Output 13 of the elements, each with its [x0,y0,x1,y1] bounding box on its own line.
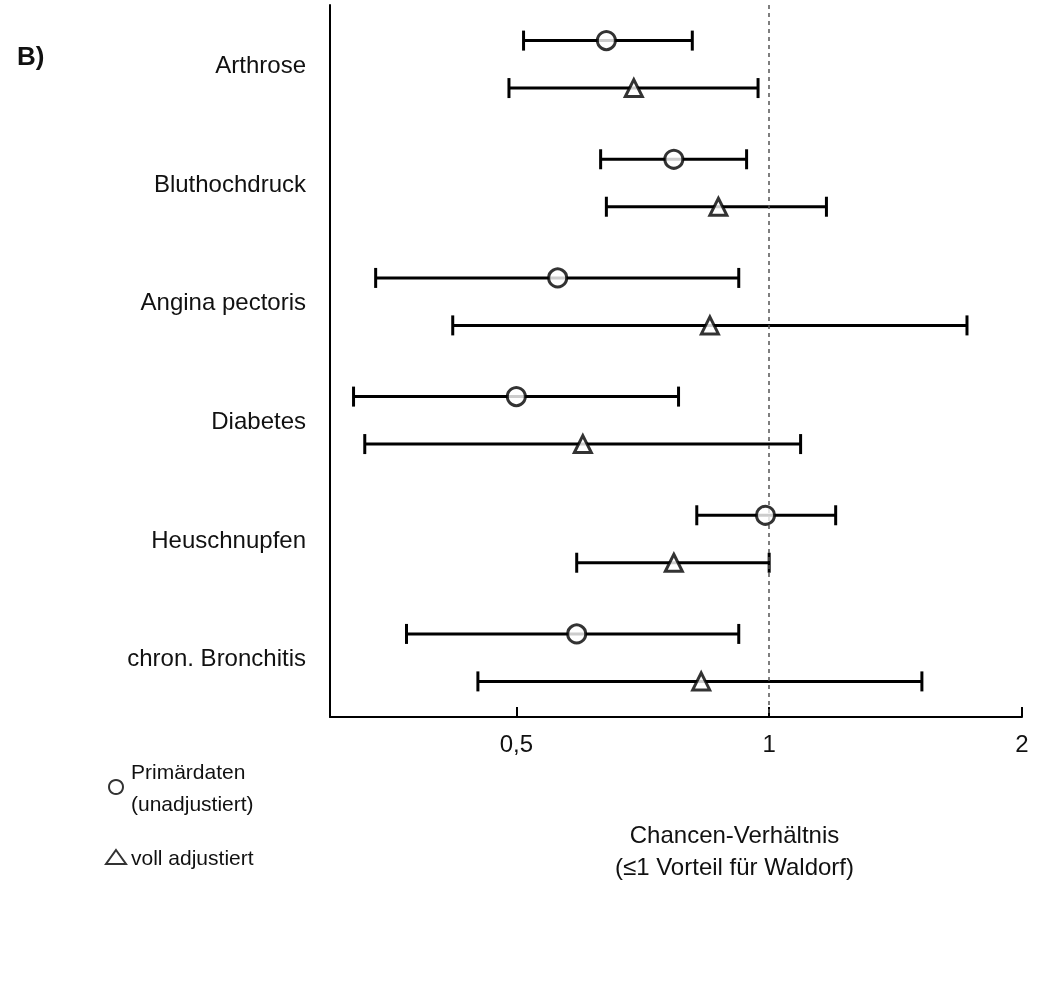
y-tick-label: chron. Bronchitis [127,644,306,672]
y-tick-label: Diabetes [211,406,306,434]
legend-label: voll adjustiert [131,845,254,869]
y-tick-label: Arthrose [215,50,306,78]
x-axis-title: Chancen-Verhältnis (≤1 Vorteil für Waldorf) [615,820,855,880]
x-tick-label: 0,5 [499,729,534,757]
x-tick-label: 1 [762,729,776,757]
y-tick-label: Angina pectoris [140,288,306,316]
x-tick-label: 2 [1015,729,1029,757]
y-tick-label: Heuschnupfen [151,525,306,553]
legend-label: Primärdaten (unadjustiert) [131,759,254,815]
text: B) [17,41,45,71]
y-tick-label: Bluthochdruck [153,169,307,197]
